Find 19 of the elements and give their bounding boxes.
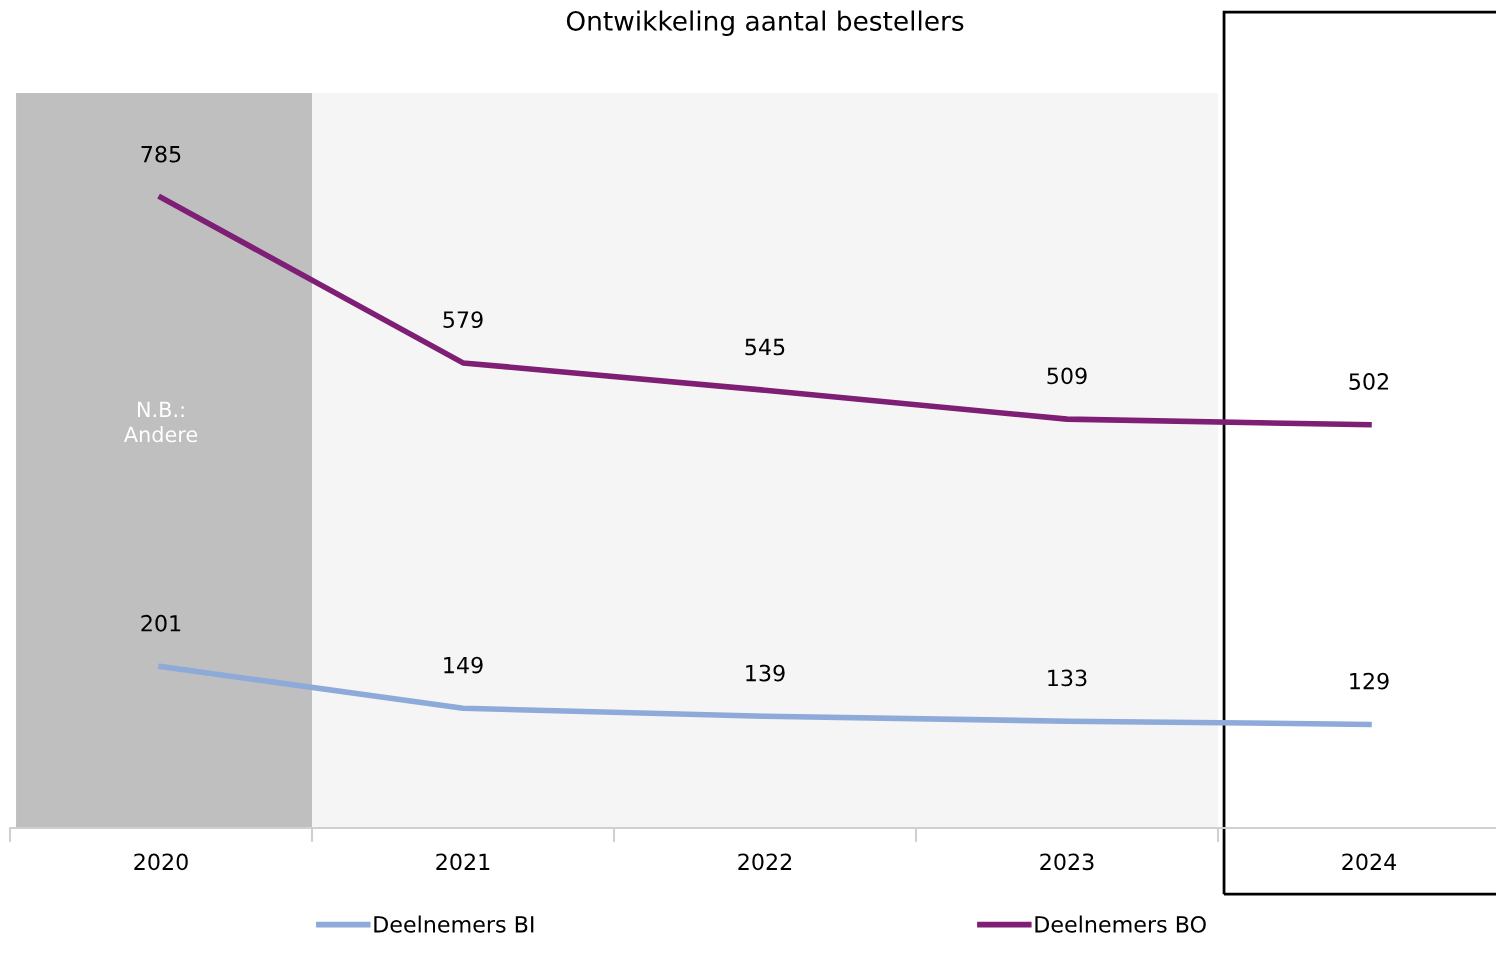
chart-title: Ontwikkeling aantal bestellers bbox=[566, 10, 964, 36]
data-label: 201 bbox=[141, 614, 181, 632]
data-label: 133 bbox=[1048, 669, 1087, 687]
legend-label: Deelnemers BI bbox=[374, 915, 534, 933]
x-tick-label: 2020 bbox=[134, 853, 188, 871]
x-tick-label: 2024 bbox=[1342, 853, 1397, 871]
x-tick-label: 2022 bbox=[738, 853, 792, 871]
data-label: 129 bbox=[1350, 672, 1389, 690]
band-label: N.B.: Andere bbox=[123, 401, 198, 443]
data-label: 579 bbox=[443, 311, 483, 329]
data-label: 502 bbox=[1349, 373, 1388, 390]
data-label: 545 bbox=[745, 338, 785, 356]
x-tick-label: 2023 bbox=[1040, 853, 1094, 871]
data-label: 139 bbox=[746, 664, 785, 682]
legend-label: Deelnemers BO bbox=[1035, 915, 1206, 933]
data-label: 509 bbox=[1047, 367, 1087, 385]
x-tick-label: 2021 bbox=[436, 853, 490, 871]
data-label: 149 bbox=[444, 656, 483, 674]
data-label: 785 bbox=[141, 145, 181, 163]
